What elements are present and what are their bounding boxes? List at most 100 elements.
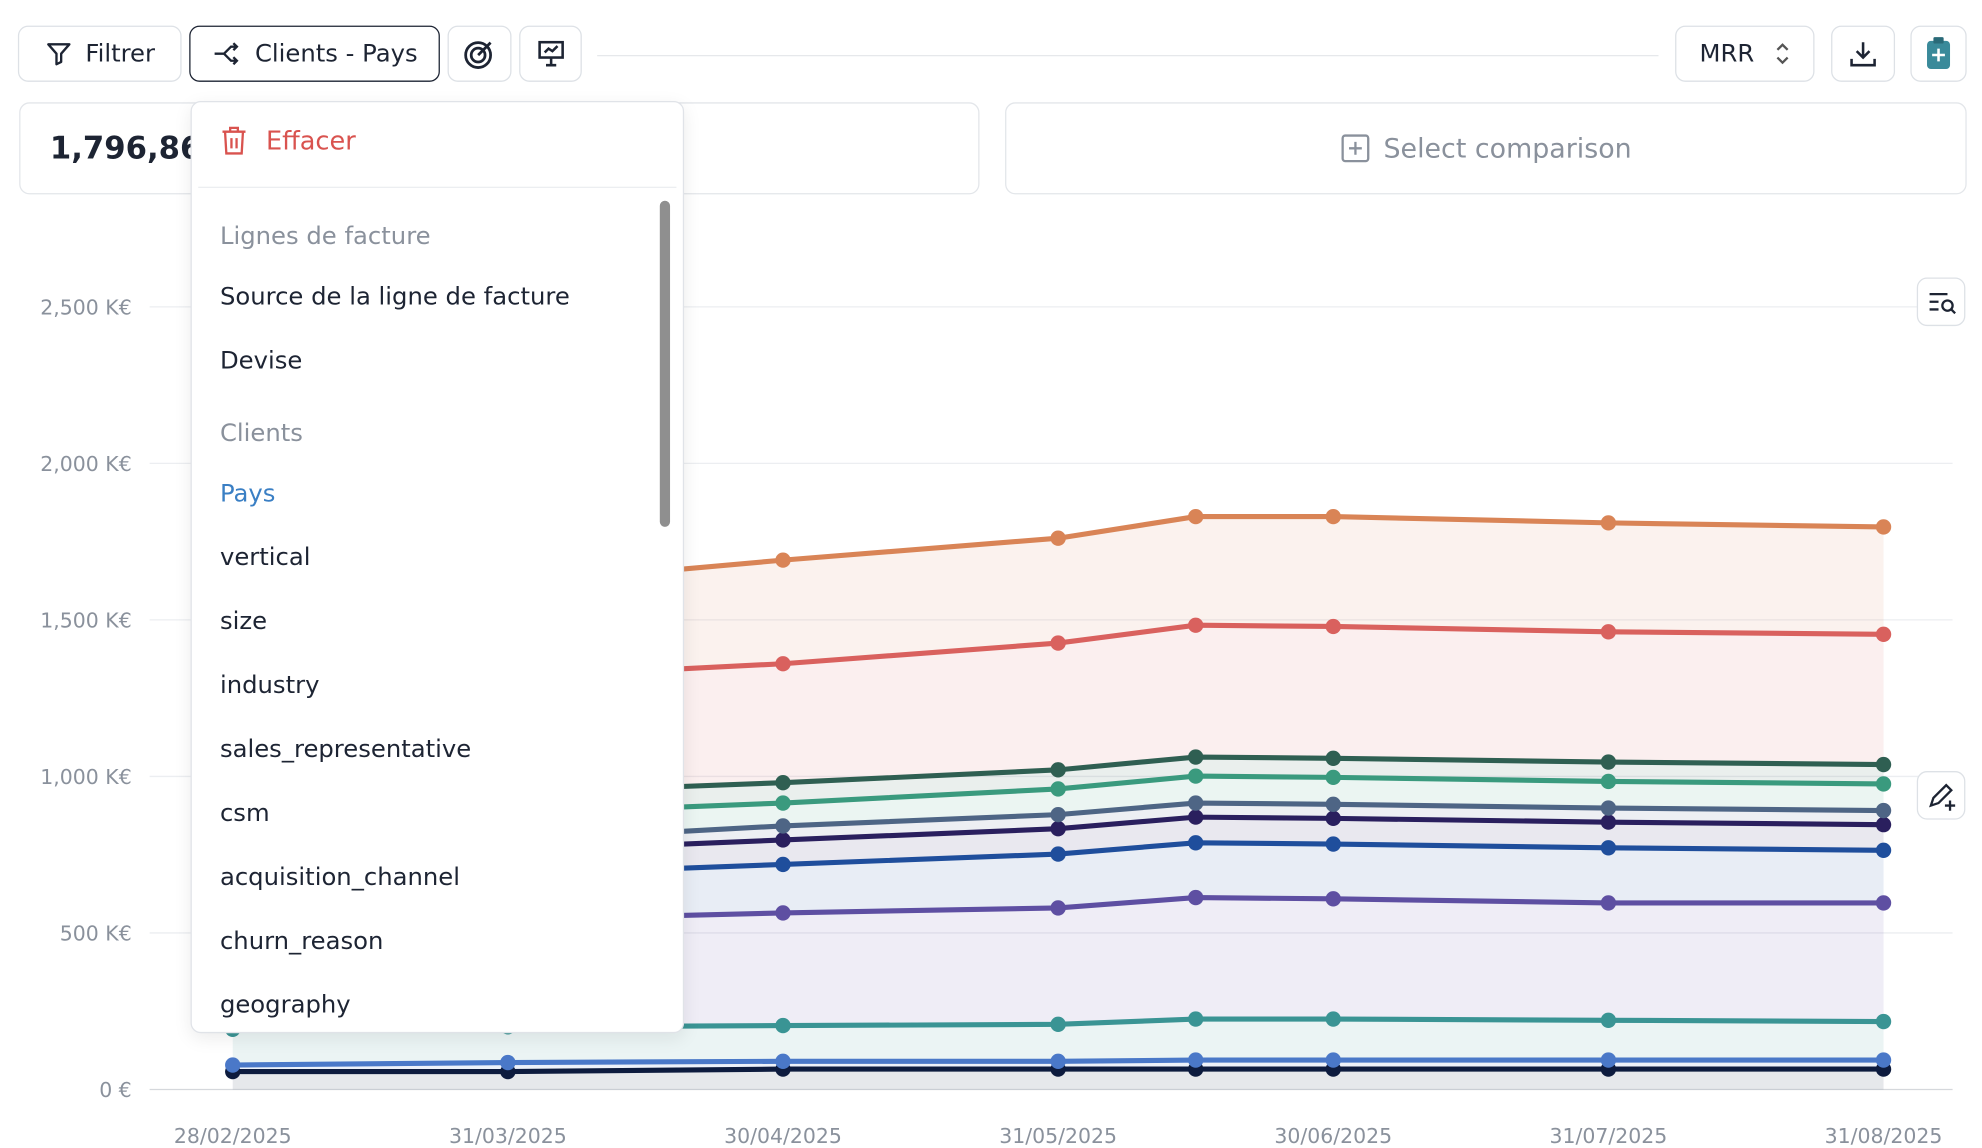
point	[1188, 1052, 1204, 1068]
comparison-card[interactable]: Select comparison	[1005, 102, 1967, 195]
pencil-icon	[1929, 783, 1956, 811]
point	[1875, 626, 1892, 642]
point	[1188, 1011, 1204, 1027]
point	[1875, 1052, 1892, 1068]
select-icon	[1776, 43, 1789, 65]
point	[775, 775, 791, 791]
clipboard-icon	[1927, 37, 1951, 70]
point	[775, 656, 791, 672]
point	[775, 795, 791, 811]
option[interactable]: vertical	[219, 543, 311, 572]
point	[1600, 840, 1617, 856]
present-button[interactable]	[519, 25, 582, 82]
point	[1188, 768, 1204, 784]
x-tick-label: 31/05/2025	[999, 1124, 1117, 1148]
breakdown-button[interactable]: Clients - Pays	[189, 25, 440, 82]
point	[1050, 806, 1066, 823]
toolbar-divider	[597, 54, 1659, 57]
option[interactable]: Source de la ligne de facture	[219, 282, 570, 311]
point	[1050, 762, 1066, 778]
divider	[198, 186, 677, 188]
point	[1325, 796, 1341, 812]
point	[1875, 1013, 1892, 1030]
add-dashboard-button[interactable]	[1910, 25, 1967, 82]
option[interactable]: csm	[219, 799, 270, 828]
x-tick-label: 31/03/2025	[449, 1124, 567, 1148]
point	[1875, 816, 1892, 833]
x-tick-label: 30/04/2025	[724, 1124, 842, 1148]
point	[1188, 617, 1204, 633]
point	[1875, 756, 1892, 773]
point	[775, 905, 791, 921]
clear-option[interactable]: Effacer	[220, 125, 356, 156]
x-tick-label: 30/06/2025	[1274, 1124, 1392, 1148]
point	[1325, 508, 1341, 525]
download-button[interactable]	[1831, 25, 1896, 82]
point	[1600, 515, 1617, 531]
point	[225, 1057, 241, 1073]
point	[775, 856, 791, 873]
point	[1600, 800, 1617, 816]
area	[232, 1069, 1884, 1090]
filter-button[interactable]: Filtrer	[17, 25, 182, 82]
point	[1050, 1053, 1066, 1069]
filter-label: Filtrer	[85, 39, 156, 68]
filter-icon	[46, 43, 71, 66]
y-tick-label: 0 €	[99, 1078, 132, 1102]
clear-label: Effacer	[265, 125, 356, 157]
point	[775, 818, 791, 834]
annotate-button[interactable]	[1916, 771, 1966, 820]
trash-icon	[222, 126, 246, 155]
goal-icon	[464, 41, 492, 69]
option[interactable]: churn_reason	[219, 927, 384, 956]
metric-label: MRR	[1699, 39, 1755, 68]
point	[775, 1017, 791, 1034]
point	[1325, 769, 1341, 786]
point	[1050, 821, 1066, 837]
option[interactable]: Devise	[219, 346, 303, 375]
point	[1325, 1011, 1341, 1027]
x-tick-label: 28/02/2025	[174, 1124, 292, 1148]
point	[1188, 749, 1204, 765]
option[interactable]: Pays	[219, 479, 276, 508]
point	[1050, 1016, 1066, 1033]
line	[232, 1057, 1884, 1068]
option[interactable]: acquisition_channel	[219, 863, 460, 892]
point	[1600, 1012, 1617, 1028]
point	[775, 832, 791, 848]
point	[1600, 1052, 1617, 1068]
point	[1325, 750, 1341, 766]
y-tick-label: 2,500 K€	[40, 296, 131, 320]
point	[1188, 508, 1204, 525]
x-tick-label: 31/07/2025	[1550, 1124, 1668, 1148]
point	[500, 1054, 516, 1071]
point	[1050, 900, 1066, 916]
point	[1600, 624, 1617, 640]
zoom-button[interactable]	[1916, 277, 1966, 327]
scrollbar[interactable]	[659, 200, 671, 527]
point	[1188, 809, 1204, 825]
x-tick-label: 31/08/2025	[1825, 1124, 1943, 1148]
point	[1325, 810, 1341, 827]
present-icon	[537, 40, 564, 67]
group-label: Lignes de facture	[219, 222, 431, 251]
option[interactable]: sales_representative	[219, 735, 472, 764]
point	[1325, 891, 1341, 907]
point	[1875, 895, 1892, 911]
option[interactable]: size	[219, 607, 268, 636]
option[interactable]: industry	[219, 671, 320, 700]
option[interactable]: geography	[219, 991, 351, 1020]
goal-button[interactable]	[447, 25, 512, 82]
y-tick-label: 1,500 K€	[40, 609, 131, 633]
metric-select[interactable]: MRR	[1675, 25, 1815, 82]
point	[1188, 835, 1204, 851]
point	[1875, 776, 1892, 792]
point	[1875, 802, 1892, 819]
y-tick-label: 1,000 K€	[40, 765, 131, 789]
point	[1875, 842, 1892, 858]
breakdown-dropdown: Effacer Lignes de facture Source de la li…	[190, 101, 685, 1034]
point	[1600, 895, 1617, 911]
point	[1600, 754, 1617, 770]
breakdown-icon	[215, 42, 240, 66]
